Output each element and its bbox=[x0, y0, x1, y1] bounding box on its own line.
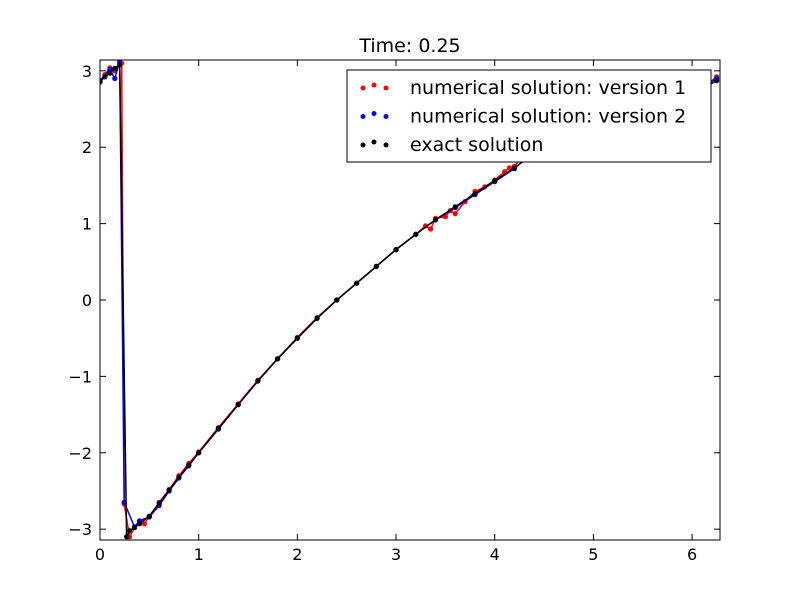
legend: numerical solution: version 1 numerical s… bbox=[346, 69, 712, 163]
y-tick-label: −1 bbox=[68, 367, 92, 386]
data-point bbox=[166, 487, 172, 493]
legend-marker bbox=[360, 114, 366, 119]
data-point bbox=[334, 297, 340, 303]
legend-entry: exact solution bbox=[360, 134, 543, 156]
data-point bbox=[714, 78, 720, 84]
data-point bbox=[196, 450, 202, 456]
data-point bbox=[117, 62, 123, 68]
legend-marker bbox=[360, 142, 366, 148]
x-tick-label: 3 bbox=[391, 545, 401, 564]
legend-marker bbox=[371, 139, 377, 145]
chart-title: Time: 0.25 bbox=[358, 35, 460, 57]
data-point bbox=[107, 66, 113, 72]
legend-marker bbox=[371, 111, 377, 116]
y-tick-label: −2 bbox=[68, 444, 92, 463]
x-tick-label: 6 bbox=[687, 545, 697, 564]
legend-marker bbox=[383, 85, 389, 91]
data-point bbox=[112, 65, 118, 72]
data-point bbox=[235, 402, 241, 408]
data-point bbox=[492, 178, 498, 184]
y-tick-label: 3 bbox=[82, 62, 92, 81]
plot-frame bbox=[99, 59, 721, 541]
data-point bbox=[131, 525, 138, 531]
legend-entry: numerical solution: version 1 bbox=[360, 77, 686, 99]
x-tick-label: 5 bbox=[588, 545, 598, 564]
y-tick-label: −3 bbox=[68, 520, 92, 539]
y-tick-label: 0 bbox=[82, 291, 92, 310]
data-point bbox=[141, 521, 147, 527]
data-point bbox=[186, 462, 192, 468]
data-point bbox=[472, 191, 478, 197]
data-point bbox=[452, 204, 458, 210]
legend-label: exact solution bbox=[410, 134, 543, 156]
data-point bbox=[452, 211, 458, 217]
x-tick-label: 0 bbox=[95, 545, 105, 564]
data-point bbox=[413, 231, 419, 237]
data-point bbox=[442, 214, 448, 220]
legend-box bbox=[346, 69, 712, 163]
data-point bbox=[127, 528, 133, 534]
data-point bbox=[112, 75, 118, 82]
data-point bbox=[354, 280, 360, 286]
y-tick-label: 1 bbox=[82, 215, 92, 234]
data-point bbox=[275, 356, 281, 362]
data-point bbox=[102, 74, 108, 80]
data-point bbox=[215, 425, 221, 431]
legend-marker bbox=[383, 114, 389, 119]
legend-entry: numerical solution: version 2 bbox=[360, 106, 686, 128]
data-point bbox=[176, 474, 182, 480]
legend-marker bbox=[371, 82, 377, 88]
data-point bbox=[136, 521, 143, 527]
data-point bbox=[393, 247, 399, 253]
legend-label: numerical solution: version 1 bbox=[410, 77, 686, 99]
data-point bbox=[124, 534, 130, 540]
data-point bbox=[373, 263, 379, 269]
data-point bbox=[428, 226, 434, 232]
legend-label: numerical solution: version 2 bbox=[410, 106, 686, 128]
data-point bbox=[156, 500, 162, 506]
data-point bbox=[511, 165, 518, 171]
data-point bbox=[100, 78, 103, 85]
data-point bbox=[432, 217, 439, 223]
data-point bbox=[255, 378, 261, 384]
x-tick-label: 4 bbox=[490, 545, 500, 564]
legend-marker bbox=[383, 142, 389, 148]
y-tick-label: 2 bbox=[82, 138, 92, 157]
series-3 bbox=[100, 62, 720, 540]
x-tick-label: 2 bbox=[292, 545, 302, 564]
data-point bbox=[506, 165, 513, 171]
legend-marker bbox=[360, 85, 366, 91]
data-point bbox=[314, 315, 320, 321]
data-point bbox=[107, 70, 113, 76]
data-point bbox=[294, 335, 300, 341]
x-tick-label: 1 bbox=[194, 545, 204, 564]
data-point bbox=[146, 513, 152, 519]
